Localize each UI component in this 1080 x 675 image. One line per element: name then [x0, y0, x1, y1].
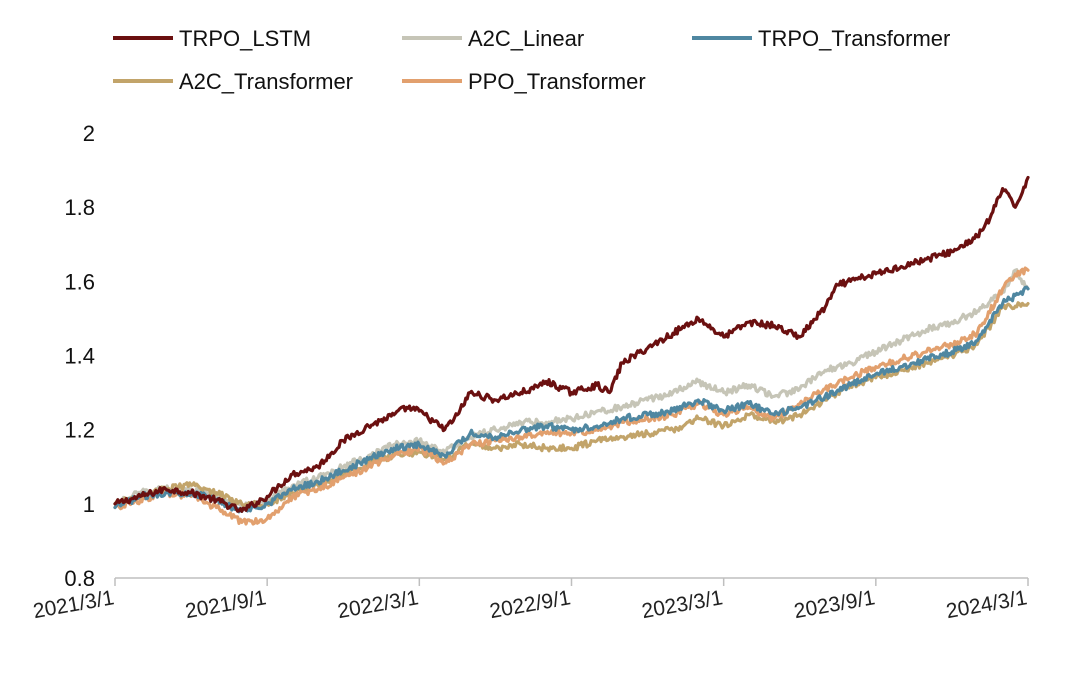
legend-item: PPO_Transformer	[402, 69, 646, 94]
x-axis: 2021/3/1 2021/9/1 2022/3/1 2022/9/1 2023/3/1…	[31, 577, 1029, 623]
y-tick-label: 2	[83, 121, 95, 146]
y-tick-label: 1	[83, 492, 95, 517]
legend-label: A2C_Transformer	[179, 69, 353, 94]
y-tick-label: 1.2	[64, 418, 95, 443]
series-line-a2c-linear	[113, 268, 1030, 511]
legend: TRPO_LSTM A2C_Linear TRPO_Transformer A2C_T…	[113, 26, 950, 94]
legend-label: A2C_Linear	[468, 26, 584, 51]
legend-item: TRPO_LSTM	[113, 26, 311, 51]
legend-label: PPO_Transformer	[468, 69, 646, 94]
x-tick-label: 2021/3/1	[31, 586, 116, 623]
x-tick-label: 2024/3/1	[944, 586, 1029, 623]
legend-item: A2C_Linear	[402, 26, 584, 51]
x-tick-label: 2022/3/1	[336, 586, 421, 623]
legend-label: TRPO_LSTM	[179, 26, 311, 51]
x-tick-label: 2023/3/1	[640, 586, 725, 623]
series-line-trpo-transformer	[113, 285, 1030, 514]
x-tick-label: 2021/9/1	[184, 586, 269, 623]
y-tick-label: 1.8	[64, 195, 95, 220]
plot-area	[113, 175, 1030, 526]
y-axis: 0.8 1 1.2 1.4 1.6 1.8 2	[64, 121, 95, 591]
y-tick-label: 1.6	[64, 269, 95, 294]
series-line-ppo-transformer	[113, 266, 1030, 526]
x-tick-label: 2023/9/1	[792, 586, 877, 623]
series-line-trpo-lstm	[113, 175, 1030, 513]
x-tick-label: 2022/9/1	[488, 586, 573, 623]
legend-item: A2C_Transformer	[113, 69, 353, 94]
y-tick-label: 0.8	[64, 566, 95, 591]
y-tick-label: 1.4	[64, 344, 95, 369]
series-line-a2c-transformer	[113, 301, 1030, 509]
legend-item: TRPO_Transformer	[692, 26, 950, 51]
legend-label: TRPO_Transformer	[758, 26, 950, 51]
